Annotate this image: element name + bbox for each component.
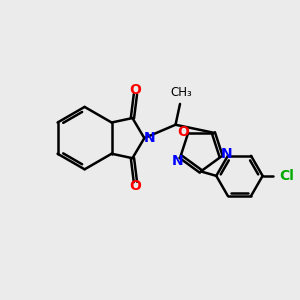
Text: Cl: Cl [279,169,294,183]
Text: CH₃: CH₃ [171,86,192,99]
Text: O: O [130,83,141,98]
Text: N: N [144,131,155,145]
Text: O: O [130,179,141,193]
Text: N: N [221,147,232,161]
Text: N: N [172,154,183,168]
Text: O: O [177,125,189,139]
